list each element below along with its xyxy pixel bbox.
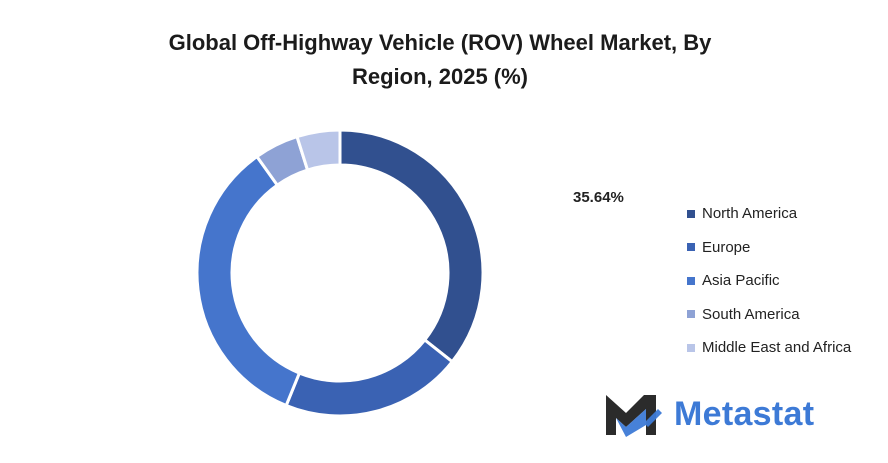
legend-swatch-north-america: [687, 209, 695, 218]
logo-text: Metastat: [674, 394, 815, 433]
legend-item-asia-pacific: Asia Pacific: [687, 264, 851, 298]
legend-label-middle-east-and-africa: Middle East and Africa: [702, 339, 852, 357]
legend-swatch-south-america: [687, 310, 695, 319]
donut-slice-asia-pacific: [195, 154, 302, 408]
chart-title-line-2: Region, 2025 (%): [351, 64, 529, 89]
chart-legend: North America Europe Asia Pacific South Ame…: [687, 197, 851, 365]
legend-item-europe: Europe: [687, 231, 851, 265]
legend-label-europe: Europe: [702, 238, 751, 256]
legend-swatch-asia-pacific: [687, 276, 695, 285]
legend-item-north-america: North America: [687, 197, 851, 231]
donut-slice-north-america: [338, 128, 485, 364]
donut-slice-europe: [284, 337, 455, 418]
legend-swatch-middle-east-and-africa: [687, 343, 695, 352]
brand-logo: Metastat: [604, 391, 814, 437]
donut-slice-middle-east-and-africa: [295, 128, 342, 172]
legend-swatch-europe: [687, 243, 695, 252]
legend-label-north-america: North America: [702, 205, 798, 223]
legend-label-asia-pacific: Asia Pacific: [702, 272, 780, 290]
legend-item-middle-east-and-africa: Middle East and Africa: [687, 331, 851, 365]
metastat-logo-icon: [606, 395, 662, 437]
chart-title: Global Off-Highway Vehicle (ROV) Wheel M…: [110, 26, 770, 94]
legend-item-south-america: South America: [687, 298, 851, 332]
chart-title-line-1: Global Off-Highway Vehicle (ROV) Wheel M…: [168, 30, 712, 55]
legend-label-south-america: South America: [702, 305, 800, 323]
data-label-north-america: 35.64%: [573, 189, 624, 206]
